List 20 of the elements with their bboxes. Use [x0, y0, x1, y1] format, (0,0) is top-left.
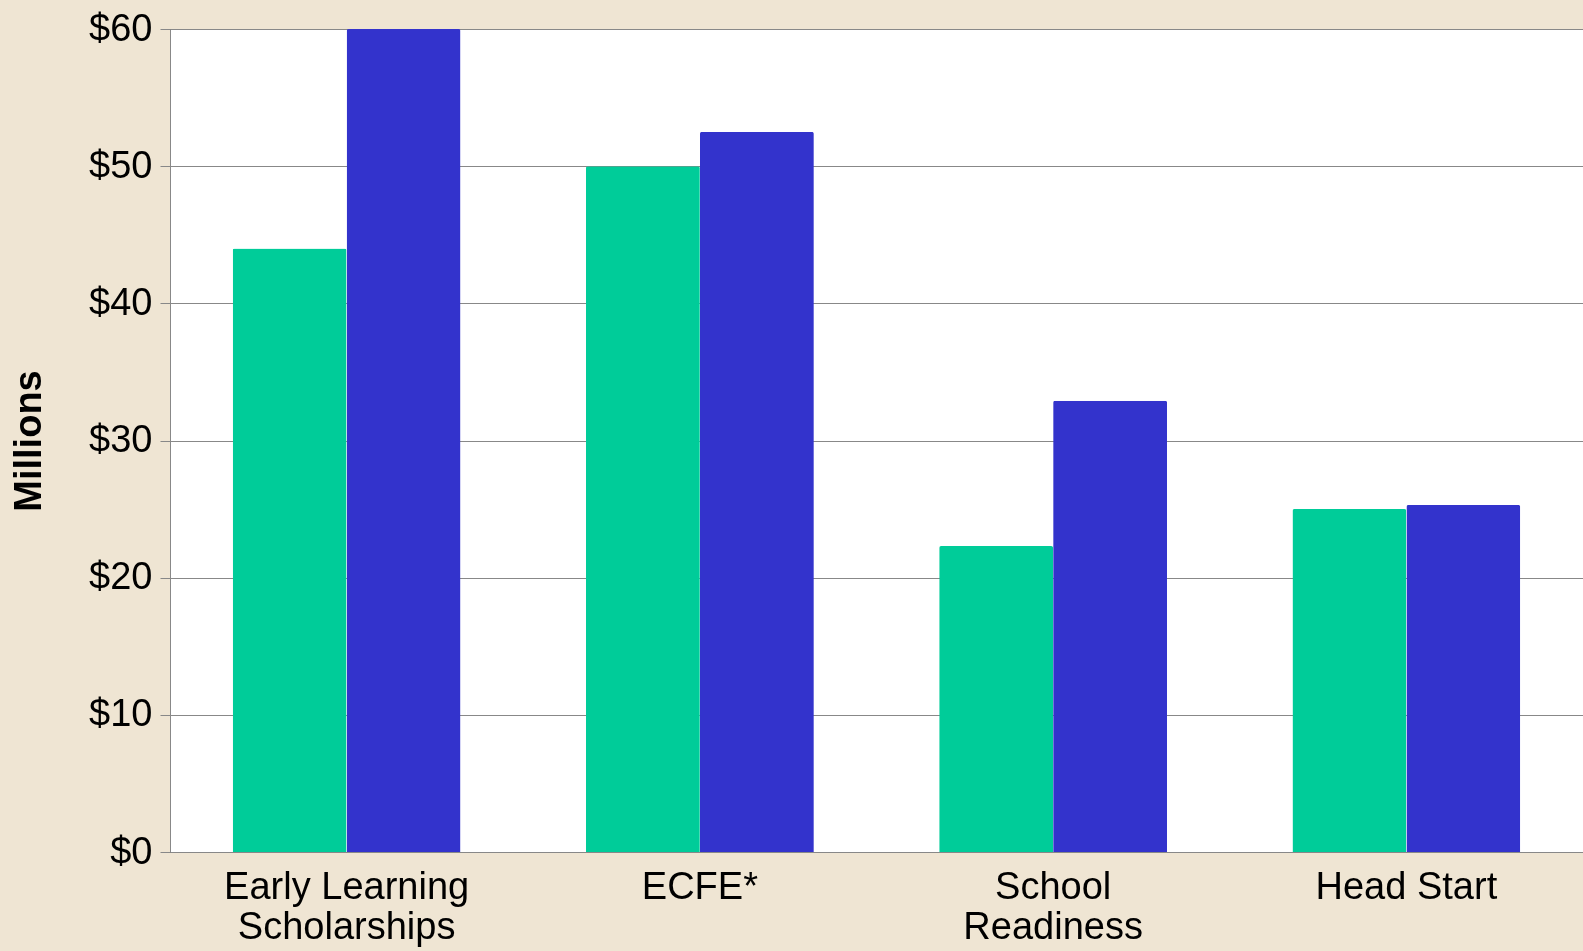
- bar: [699, 131, 814, 852]
- y-tick-label: $20: [89, 555, 153, 598]
- bar: [232, 248, 347, 852]
- y-tick-label: $60: [89, 6, 153, 49]
- bar: [346, 29, 461, 852]
- x-tick-label: Early Learning Scholarships: [224, 864, 470, 947]
- y-tick-label: $0: [110, 829, 153, 872]
- y-tick-label: $30: [89, 418, 153, 460]
- bar: [585, 166, 700, 852]
- y-tick-label: $10: [89, 692, 153, 735]
- x-tick-label: ECFE*: [641, 864, 759, 907]
- y-axis-title: Millions: [7, 370, 50, 512]
- x-tick-label: Head Start: [1315, 864, 1498, 907]
- bar: [1053, 400, 1168, 852]
- bar: [939, 546, 1054, 852]
- y-tick-label: $40: [89, 280, 153, 323]
- x-tick-label: School Readiness: [963, 864, 1143, 947]
- bar: [1406, 504, 1521, 852]
- y-tick-label: $50: [89, 143, 153, 186]
- bar: [1292, 509, 1407, 852]
